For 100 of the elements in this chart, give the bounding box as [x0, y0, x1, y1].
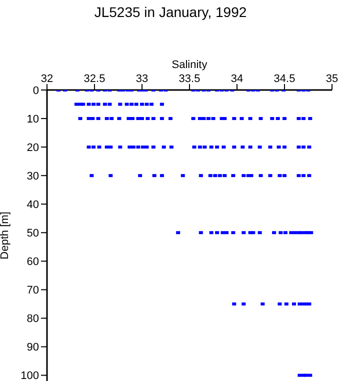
- chart-title: JL5235 in January, 1992: [93, 4, 248, 20]
- point: [222, 174, 227, 178]
- y-tick-label: 90: [26, 342, 39, 354]
- point: [90, 174, 94, 178]
- point: [131, 146, 136, 149]
- point: [296, 174, 301, 178]
- x-tick-label: 34: [230, 73, 244, 85]
- point: [308, 117, 312, 120]
- point: [222, 117, 227, 120]
- point: [242, 231, 246, 234]
- point: [240, 117, 244, 120]
- point: [276, 117, 280, 120]
- point: [202, 146, 207, 149]
- point: [242, 302, 246, 306]
- y-tick-label: 40: [26, 199, 39, 212]
- point: [160, 117, 164, 120]
- point: [118, 102, 122, 106]
- point: [144, 102, 149, 106]
- point: [92, 102, 96, 106]
- x-tick-label: 32.5: [84, 73, 106, 85]
- point: [232, 117, 236, 120]
- point: [298, 374, 302, 377]
- point: [270, 117, 274, 120]
- point: [284, 302, 288, 306]
- point: [128, 146, 132, 149]
- point: [209, 231, 214, 234]
- point: [97, 146, 102, 149]
- point: [224, 231, 229, 234]
- point: [176, 231, 180, 234]
- point: [198, 117, 202, 120]
- point: [307, 302, 312, 306]
- point: [162, 146, 166, 149]
- point: [308, 374, 312, 377]
- point: [268, 174, 272, 178]
- point: [151, 146, 156, 149]
- point: [152, 174, 156, 178]
- point: [117, 117, 122, 120]
- y-tick-label: 0: [32, 84, 39, 97]
- point: [232, 146, 236, 149]
- point: [298, 302, 302, 306]
- point: [218, 174, 222, 178]
- y-tick-label: 20: [26, 142, 39, 154]
- point: [130, 117, 134, 120]
- point: [140, 117, 144, 120]
- y-tick-label: 10: [26, 113, 39, 126]
- point: [74, 102, 78, 106]
- x-tick-label: 35: [326, 73, 338, 85]
- point: [136, 117, 140, 120]
- point: [260, 302, 265, 306]
- point: [215, 231, 220, 234]
- point: [231, 174, 236, 178]
- point: [258, 146, 262, 149]
- point: [231, 231, 236, 234]
- point: [96, 117, 100, 120]
- point: [276, 146, 281, 149]
- point: [108, 146, 113, 149]
- y-tick-label: 100: [20, 370, 39, 382]
- point: [138, 174, 142, 178]
- point: [160, 174, 164, 178]
- point: [180, 174, 185, 178]
- point: [151, 117, 156, 120]
- point: [278, 174, 282, 178]
- point: [191, 117, 196, 120]
- point: [198, 231, 203, 234]
- x-tick-label: 33.5: [178, 73, 200, 85]
- point: [215, 146, 220, 149]
- point: [282, 146, 286, 149]
- point: [108, 102, 112, 106]
- point: [251, 231, 256, 234]
- point: [86, 102, 91, 106]
- point: [268, 146, 272, 149]
- x-axis-title: Salinity: [172, 58, 208, 71]
- x-tick-label: 33: [136, 73, 148, 85]
- point: [140, 146, 145, 149]
- point: [168, 117, 172, 120]
- point: [289, 231, 294, 234]
- point: [90, 117, 95, 120]
- point: [126, 117, 131, 120]
- point: [292, 231, 297, 234]
- x-tick-label: 32: [40, 73, 54, 85]
- point: [130, 102, 134, 106]
- point: [146, 117, 150, 120]
- point: [302, 117, 306, 120]
- y-tick-label: 80: [26, 313, 39, 326]
- point: [222, 146, 226, 149]
- point: [307, 174, 312, 178]
- point: [258, 174, 263, 178]
- point: [292, 302, 296, 306]
- point: [307, 146, 312, 149]
- point: [248, 146, 252, 149]
- point: [202, 117, 206, 120]
- point: [198, 146, 202, 149]
- y-tick-label: 30: [26, 170, 39, 182]
- x-tick-label: 34.5: [274, 73, 296, 85]
- point: [92, 146, 96, 149]
- point: [278, 302, 282, 306]
- y-axis-title: Depth [m]: [0, 212, 11, 260]
- point: [232, 302, 236, 306]
- point: [258, 231, 262, 234]
- point: [296, 146, 301, 149]
